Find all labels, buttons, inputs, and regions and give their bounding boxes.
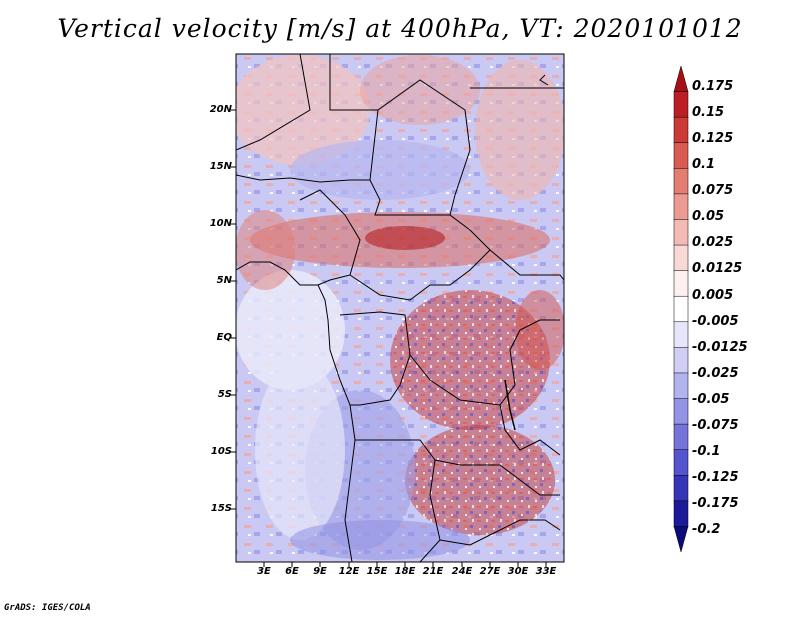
colorbar-label: -0.025: [692, 366, 739, 381]
chart-title: Vertical velocity [m/s] at 400hPa, VT: 2…: [57, 14, 743, 43]
colorbar: [673, 65, 689, 553]
colorbar-segment: [673, 398, 689, 425]
colorbar-segment: [673, 244, 689, 272]
lon-label-12e: 12E: [338, 566, 360, 577]
lat-label-5s: 5S: [217, 389, 232, 400]
colorbar-label: 0.005: [692, 288, 734, 303]
colorbar-label: -0.075: [692, 418, 739, 433]
lat-ticks: [231, 109, 236, 510]
lat-label-20n: 20N: [209, 104, 232, 115]
country-borders: [236, 54, 564, 562]
lon-label-6e: 6E: [285, 566, 299, 577]
lon-label-15e: 15E: [366, 566, 388, 577]
colorbar-segment: [673, 475, 689, 502]
grads-credit: GrADS: IGES/COLA: [4, 603, 91, 613]
colorbar-segment: [673, 500, 689, 528]
lat-label-15s: 15S: [210, 503, 232, 514]
lat-label-10n: 10N: [209, 218, 232, 229]
colorbar-label: -0.005: [692, 314, 739, 329]
lon-label-27e: 27E: [479, 566, 501, 577]
colorbar-label: 0.0125: [692, 261, 743, 276]
lat-label-eq: EQ: [216, 332, 232, 343]
colorbar-segment: [673, 423, 689, 451]
colorbar-label: -0.175: [692, 496, 739, 511]
colorbar-segment: [673, 526, 689, 553]
colorbar-segment: [673, 449, 689, 477]
colorbar-label: -0.2: [692, 522, 721, 537]
colorbar-segment: [673, 347, 689, 374]
colorbar-label: 0.1: [692, 157, 716, 172]
lon-ticks: [263, 562, 547, 567]
colorbar-segment: [673, 295, 689, 323]
colorbar-segment: [673, 193, 689, 221]
colorbar-label: -0.125: [692, 470, 739, 485]
colorbar-label: 0.075: [692, 183, 734, 198]
colorbar-segment: [673, 219, 689, 246]
lon-label-24e: 24E: [451, 566, 473, 577]
colorbar-segment: [673, 372, 689, 400]
plot-frame: [235, 53, 565, 563]
lon-label-21e: 21E: [422, 566, 444, 577]
lat-label-10s: 10S: [210, 446, 232, 457]
colorbar-segment: [673, 91, 689, 118]
colorbar-label: -0.05: [692, 392, 730, 407]
colorbar-segment: [673, 142, 689, 170]
colorbar-label: -0.1: [692, 444, 721, 459]
colorbar-label: 0.125: [692, 131, 734, 146]
colorbar-label: 0.05: [692, 209, 725, 224]
colorbar-segment: [673, 168, 689, 195]
colorbar-segment: [673, 321, 689, 349]
colorbar-label: 0.025: [692, 235, 734, 250]
colorbar-label: -0.0125: [692, 340, 748, 355]
lat-label-15n: 15N: [209, 161, 232, 172]
lon-label-3e: 3E: [257, 566, 271, 577]
colorbar-segment: [673, 116, 689, 144]
lon-label-30e: 30E: [507, 566, 529, 577]
colorbar-segment: [673, 270, 689, 297]
lon-label-18e: 18E: [394, 566, 416, 577]
colorbar-label: 0.175: [692, 79, 734, 94]
lon-label-33e: 33E: [535, 566, 557, 577]
lon-label-9e: 9E: [313, 566, 327, 577]
velocity-field: [236, 54, 564, 562]
colorbar-segment: [673, 65, 689, 92]
lat-label-5n: 5N: [216, 275, 232, 286]
colorbar-label: 0.15: [692, 105, 725, 120]
